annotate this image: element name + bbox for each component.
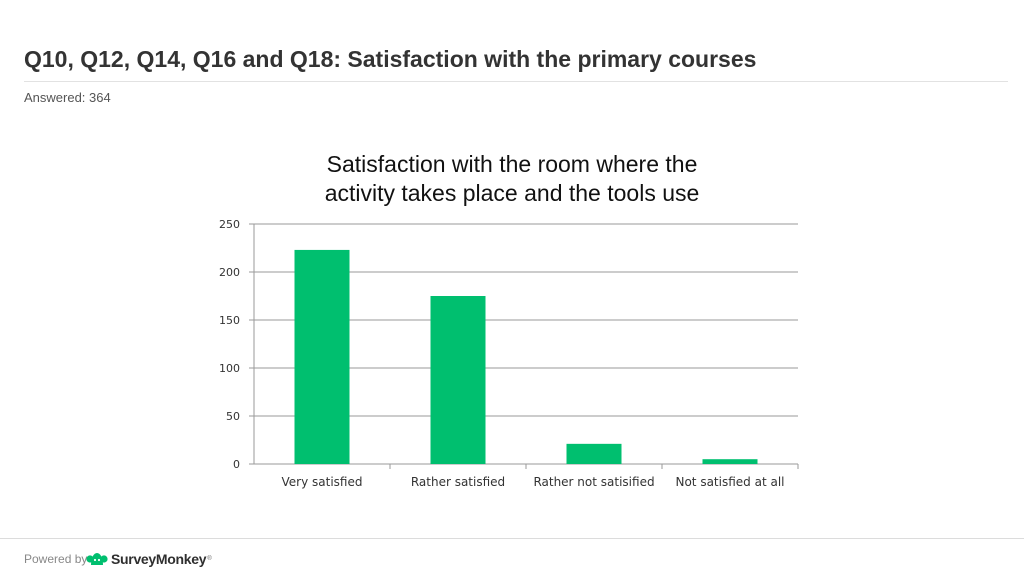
bar-2 <box>430 296 486 464</box>
surveymonkey-brand: SurveyMonkey <box>111 551 207 567</box>
x-tick-label: Rather not satisified <box>533 475 654 489</box>
chart-title-line-2: activity takes place and the tools use <box>324 180 700 206</box>
x-tick-label: Not satisfied at all <box>675 475 784 489</box>
y-tick-label: 150 <box>219 314 240 327</box>
x-tick-label: Rather satisfied <box>411 475 505 489</box>
chart-title-line-1: Satisfaction with the room where the <box>326 151 698 177</box>
y-tick-label: 100 <box>219 362 240 375</box>
answered-count: Answered: 364 <box>24 90 111 105</box>
surveymonkey-logo-icon <box>86 553 108 565</box>
powered-by-label: Powered by <box>24 552 88 566</box>
brand-registered-mark: ® <box>207 556 212 562</box>
bar-4 <box>702 459 758 464</box>
surveymonkey-logo[interactable]: SurveyMonkey ® <box>86 547 212 571</box>
y-tick-label: 0 <box>233 458 240 471</box>
footer-divider <box>0 538 1024 539</box>
y-tick-label: 50 <box>226 410 240 423</box>
header-divider <box>24 81 1008 82</box>
y-tick-label: 200 <box>219 266 240 279</box>
bar-3 <box>566 443 622 464</box>
chart-title: Satisfaction with the room where the act… <box>262 150 762 208</box>
bar-1 <box>294 249 350 464</box>
page-title: Q10, Q12, Q14, Q16 and Q18: Satisfaction… <box>24 46 757 72</box>
x-tick-label: Very satisfied <box>282 475 363 489</box>
y-tick-label: 250 <box>219 218 240 231</box>
